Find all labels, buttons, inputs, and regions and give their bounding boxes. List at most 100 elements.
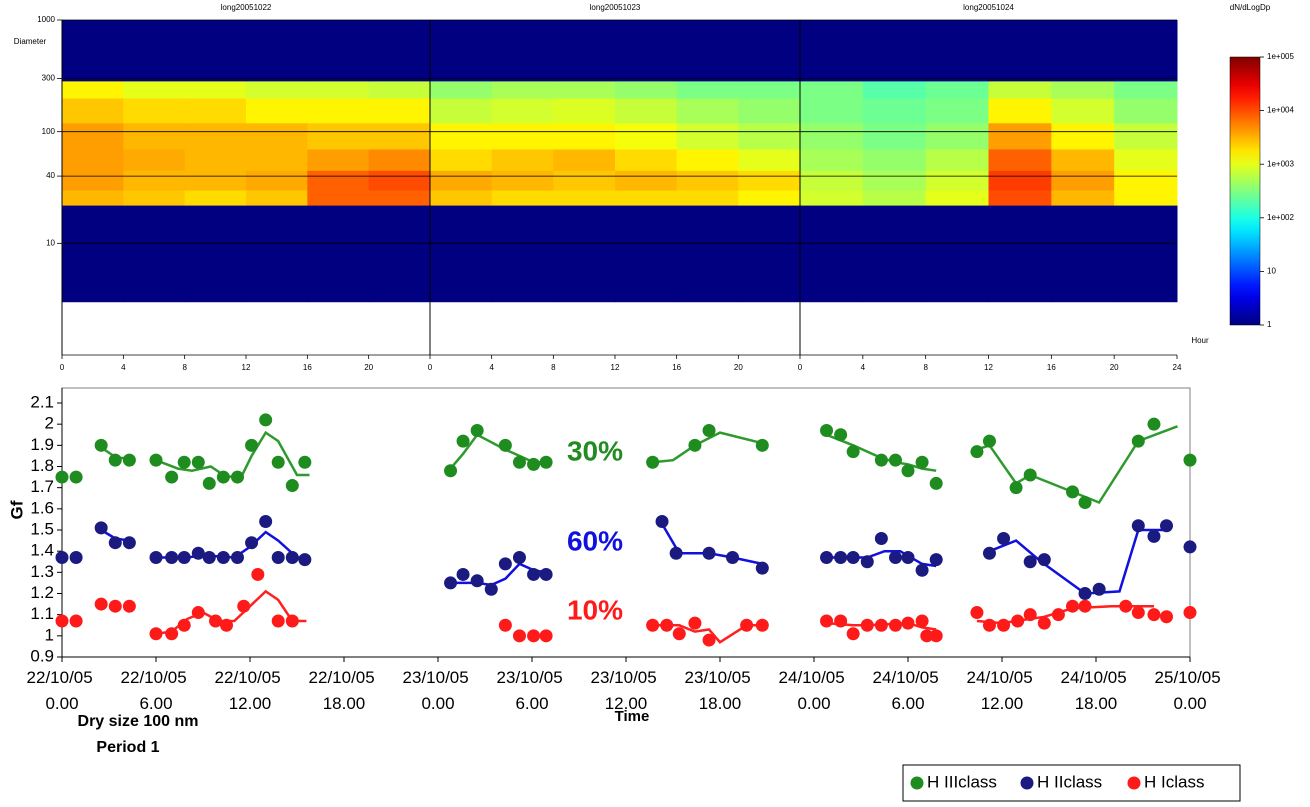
data-point <box>122 536 136 550</box>
x-tick-label: 22/10/05 6.00 <box>121 668 192 713</box>
heatmap-cell <box>925 20 989 82</box>
legend-label: H Iclass <box>1144 772 1204 791</box>
heatmap-cell <box>738 80 801 99</box>
heatmap-cell <box>676 98 739 124</box>
data-point <box>165 627 179 641</box>
data-point <box>539 567 553 581</box>
heatmap-cell <box>62 190 124 206</box>
heatmap-cell <box>491 205 554 303</box>
panel-title: long20051022 <box>221 3 272 12</box>
heatmap-cell <box>123 98 186 124</box>
heatmap-cell <box>615 98 678 124</box>
heatmap-cell <box>430 170 493 191</box>
data-point <box>915 563 929 577</box>
heatmap-cell <box>800 190 864 206</box>
heatmap-cell <box>615 148 678 171</box>
data-point <box>245 536 259 550</box>
heatmap-cell <box>925 148 989 171</box>
data-point <box>755 561 769 575</box>
data-point <box>1051 608 1065 622</box>
heatmap-cell <box>430 20 493 82</box>
data-point <box>655 515 669 529</box>
heatmap-cell <box>368 170 431 191</box>
heatmap-cell <box>988 122 1052 150</box>
heatmap-cell <box>246 98 308 124</box>
heatmap-cell <box>430 80 493 99</box>
data-point <box>1147 417 1161 431</box>
y-tick-label: 0.9 <box>30 646 54 665</box>
data-point <box>456 434 470 448</box>
heatmap-cell <box>184 205 247 303</box>
x-tick-label: 23/10/05 12.00 <box>591 668 662 713</box>
heatmap-cell <box>738 148 801 171</box>
heatmap-cell <box>800 148 864 171</box>
heatmap-cell <box>862 205 927 303</box>
data-point <box>1160 519 1173 533</box>
x-tick-label: 23/10/05 18.00 <box>685 668 756 713</box>
heatmap-cell <box>430 190 493 206</box>
legend-marker <box>1127 776 1141 790</box>
heatmap-cell <box>925 205 989 303</box>
data-point <box>512 629 526 643</box>
data-point <box>191 606 205 620</box>
data-point <box>512 455 526 469</box>
heatmap-cell <box>491 122 554 150</box>
caption: Dry size 100 nm <box>78 713 199 730</box>
data-point <box>1078 587 1092 600</box>
data-point <box>846 627 860 641</box>
heatmap-cell <box>925 122 989 150</box>
data-point <box>484 582 498 596</box>
heatmap-cell <box>491 170 554 191</box>
heatmap-cell <box>615 170 678 191</box>
heatmap-cell <box>553 20 616 82</box>
heatmap-cell <box>491 190 554 206</box>
data-point <box>165 470 179 484</box>
data-point <box>259 413 273 427</box>
heatmap-cell <box>862 170 927 191</box>
x-tick-label: 20 <box>364 363 373 372</box>
data-point <box>901 464 915 478</box>
x-tick-label: 22/10/05 12.00 <box>215 668 286 713</box>
panel-title: long20051023 <box>590 3 641 12</box>
data-point <box>230 551 244 565</box>
annotation: 60% <box>567 525 623 556</box>
data-point <box>177 618 191 632</box>
y-tick-label: 1.6 <box>30 498 54 517</box>
data-point <box>834 428 848 442</box>
data-point <box>202 551 216 565</box>
data-point <box>982 618 996 632</box>
data-point <box>1160 610 1173 624</box>
data-point <box>55 470 69 484</box>
colorbar-tick-label: 1e+004 <box>1267 106 1294 115</box>
heatmap-cell <box>184 170 247 191</box>
x-tick-label: 8 <box>923 363 928 372</box>
data-point <box>527 567 541 581</box>
heatmap-cell <box>123 205 186 303</box>
heatmap-cell <box>553 122 616 150</box>
data-point <box>688 438 702 452</box>
y-tick-label: 2.1 <box>30 392 54 411</box>
heatmap-cell <box>862 122 927 150</box>
data-point <box>929 476 943 490</box>
heatmap-cell <box>430 122 493 150</box>
heatmap-cell <box>62 98 124 124</box>
heatmap-cell <box>800 122 864 150</box>
data-point <box>1183 453 1197 467</box>
y-tick-label: 1.9 <box>30 435 54 454</box>
heatmap-cell <box>738 190 801 206</box>
heatmap-cell <box>676 148 739 171</box>
heatmap-cell <box>615 122 678 150</box>
heatmap-cell <box>615 80 678 99</box>
data-point <box>498 438 512 452</box>
colorbar-tick-label: 1 <box>1267 320 1272 329</box>
data-point <box>846 445 860 459</box>
x-tick-label: 24/10/05 18.00 <box>1061 668 1132 713</box>
data-point <box>539 629 553 643</box>
data-point <box>271 455 285 469</box>
heatmap-cell <box>123 20 186 82</box>
data-point <box>982 546 996 560</box>
data-point <box>997 531 1011 545</box>
data-point <box>1066 599 1079 613</box>
heatmap-cell <box>246 190 308 206</box>
y-tick-label: 1.4 <box>30 541 54 560</box>
